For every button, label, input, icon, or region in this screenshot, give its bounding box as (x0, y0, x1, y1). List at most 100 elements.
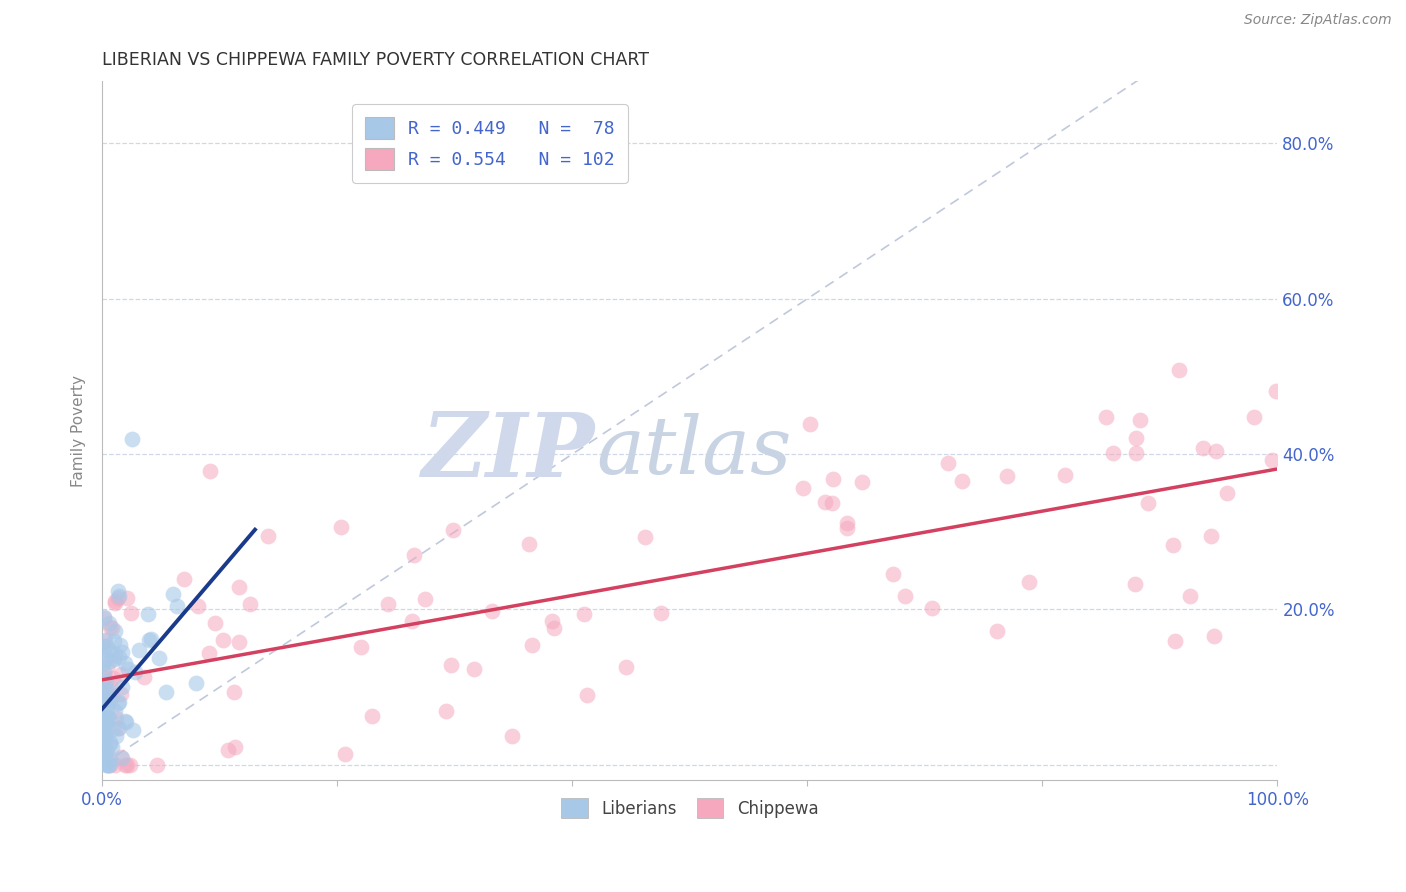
Chippewa (821, 496, 844, 510)
Liberians (107, 583, 129, 598)
Liberians (98, 616, 121, 631)
Liberians (114, 714, 136, 728)
Chippewa (851, 475, 873, 489)
Chippewa (1192, 441, 1215, 455)
Chippewa (224, 740, 246, 755)
Liberians (186, 676, 208, 690)
Liberians (94, 757, 117, 772)
Liberians (93, 686, 115, 700)
Chippewa (329, 520, 352, 534)
Liberians (93, 610, 115, 624)
Chippewa (519, 537, 541, 551)
Chippewa (115, 757, 138, 772)
Chippewa (110, 667, 132, 681)
Chippewa (120, 606, 142, 620)
Liberians (94, 710, 117, 724)
Chippewa (114, 757, 136, 772)
Liberians (97, 710, 120, 724)
Chippewa (173, 572, 195, 586)
Liberians (93, 692, 115, 706)
Liberians (121, 432, 143, 446)
Chippewa (402, 548, 425, 562)
Chippewa (1163, 538, 1185, 552)
Chippewa (257, 529, 280, 543)
Chippewa (792, 481, 814, 495)
Liberians (104, 647, 127, 661)
Liberians (162, 587, 184, 601)
Chippewa (541, 614, 564, 628)
Chippewa (441, 523, 464, 537)
Chippewa (921, 600, 943, 615)
Chippewa (799, 417, 821, 431)
Liberians (114, 715, 136, 730)
Liberians (93, 694, 115, 708)
Chippewa (882, 567, 904, 582)
Chippewa (91, 639, 114, 653)
Chippewa (481, 604, 503, 618)
Liberians (117, 662, 139, 676)
Chippewa (198, 464, 221, 478)
Liberians (97, 757, 120, 772)
Liberians (96, 715, 118, 730)
Liberians (93, 747, 115, 761)
Chippewa (463, 662, 485, 676)
Liberians (96, 702, 118, 716)
Chippewa (543, 622, 565, 636)
Liberians (97, 757, 120, 772)
Chippewa (821, 472, 844, 486)
Liberians (111, 645, 134, 659)
Liberians (104, 704, 127, 718)
Liberians (96, 744, 118, 758)
Chippewa (104, 757, 127, 772)
Chippewa (98, 757, 121, 772)
Chippewa (1202, 629, 1225, 643)
Chippewa (835, 521, 858, 535)
Chippewa (239, 597, 262, 611)
Chippewa (894, 589, 917, 603)
Chippewa (837, 516, 859, 531)
Liberians (98, 751, 121, 765)
Chippewa (350, 640, 373, 655)
Liberians (107, 696, 129, 710)
Chippewa (96, 660, 118, 674)
Chippewa (1199, 529, 1222, 543)
Chippewa (110, 750, 132, 764)
Liberians (128, 643, 150, 657)
Chippewa (98, 620, 121, 634)
Liberians (91, 710, 114, 724)
Liberians (122, 723, 145, 737)
Liberians (104, 624, 127, 639)
Liberians (91, 718, 114, 732)
Chippewa (104, 711, 127, 725)
Chippewa (650, 606, 672, 620)
Chippewa (1102, 446, 1125, 460)
Chippewa (520, 639, 543, 653)
Liberians (96, 751, 118, 765)
Chippewa (107, 591, 129, 606)
Liberians (98, 643, 121, 657)
Chippewa (634, 531, 657, 545)
Chippewa (572, 607, 595, 621)
Liberians (93, 728, 115, 742)
Chippewa (94, 670, 117, 684)
Chippewa (197, 646, 219, 660)
Text: Source: ZipAtlas.com: Source: ZipAtlas.com (1244, 13, 1392, 28)
Chippewa (187, 599, 209, 613)
Chippewa (91, 684, 114, 698)
Chippewa (814, 495, 837, 509)
Chippewa (1123, 577, 1146, 591)
Liberians (103, 633, 125, 648)
Chippewa (1125, 446, 1147, 460)
Liberians (100, 739, 122, 754)
Chippewa (217, 743, 239, 757)
Chippewa (401, 614, 423, 628)
Liberians (91, 657, 114, 672)
Liberians (108, 650, 131, 665)
Liberians (94, 730, 117, 744)
Chippewa (100, 678, 122, 692)
Chippewa (1164, 634, 1187, 648)
Liberians (93, 720, 115, 734)
Chippewa (224, 684, 246, 698)
Chippewa (1125, 431, 1147, 445)
Liberians (94, 751, 117, 765)
